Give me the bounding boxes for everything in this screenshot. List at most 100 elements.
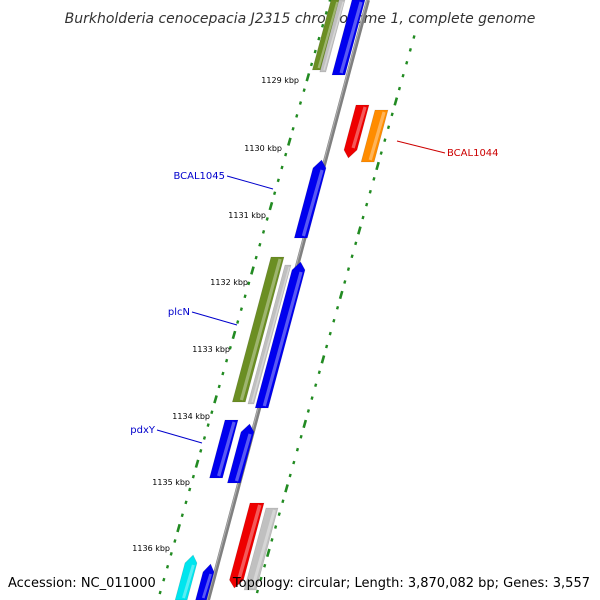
gene-gray-plcn-shading xyxy=(251,266,290,403)
label-leader-bcal1045 xyxy=(226,175,274,190)
outer-major-tick xyxy=(250,266,255,275)
outer-minor-tick xyxy=(324,11,328,15)
gene-orange-bcal1044-shading xyxy=(368,111,386,161)
kbp-label-1131: 1131 kbp xyxy=(228,211,266,220)
outer-minor-tick xyxy=(298,101,303,105)
outer-minor-tick xyxy=(202,436,207,440)
inner-minor-tick xyxy=(270,538,274,542)
outer-minor-tick xyxy=(199,448,203,453)
gene-gray-top xyxy=(319,0,346,73)
outer-minor-tick xyxy=(210,410,214,415)
label-leader-bcal1044 xyxy=(396,140,446,154)
outer-minor-tick xyxy=(221,371,225,376)
inner-minor-tick xyxy=(328,331,332,336)
topology-text: Topology: circular; Length: 3,870,082 bp… xyxy=(232,576,590,591)
gene-olive-plcn xyxy=(231,256,285,403)
inner-major-tick xyxy=(302,419,308,429)
map-title: Burkholderia cenocepacia J2315 chromosom… xyxy=(65,11,536,27)
outer-minor-tick xyxy=(165,564,170,569)
gene-cyan-bottom xyxy=(174,554,198,600)
kbp-label-1132: 1132 kbp xyxy=(210,278,248,287)
outer-minor-tick xyxy=(173,539,177,543)
inner-minor-tick xyxy=(386,125,391,130)
gene-red-lower-shading xyxy=(237,504,262,579)
gene-blue-bottom xyxy=(195,563,215,600)
outer-minor-tick xyxy=(280,165,284,170)
gene-red-lower xyxy=(229,502,265,589)
outer-minor-tick xyxy=(291,126,295,131)
outer-minor-tick xyxy=(162,577,166,582)
inner-minor-tick xyxy=(299,434,303,439)
kbp-labels: 1129 kbp 1130 kbp 1131 kbp 1132 kbp 1133… xyxy=(132,76,299,553)
outer-minor-tick xyxy=(258,242,262,247)
inner-minor-tick xyxy=(292,460,296,465)
gene-gray-lower xyxy=(243,507,279,591)
gene-blue-bcal1045 xyxy=(293,159,327,239)
inner-minor-tick xyxy=(277,512,281,517)
outer-minor-tick xyxy=(295,114,299,118)
inner-minor-tick xyxy=(281,499,285,504)
gene-blue-bcal1045-shading xyxy=(301,169,324,237)
inner-minor-tick xyxy=(350,254,354,259)
kbp-label-1133: 1133 kbp xyxy=(192,345,230,354)
inner-minor-tick xyxy=(295,447,300,452)
outer-minor-tick xyxy=(188,487,192,492)
inner-minor-tick xyxy=(408,48,412,52)
inner-minor-tick xyxy=(288,473,292,478)
inner-minor-tick xyxy=(390,112,394,117)
gene-label-bcal1044: BCAL1044 xyxy=(447,148,499,159)
gene-label-pdxy: pdxY xyxy=(130,425,156,436)
outer-minor-tick xyxy=(247,281,251,286)
kbp-label-1129: 1129 kbp xyxy=(261,76,299,85)
inner-minor-tick xyxy=(332,318,336,323)
outer-minor-tick xyxy=(273,191,277,196)
gene-red-bcal1044-neighbor-shading xyxy=(351,106,367,149)
inner-major-tick xyxy=(338,290,344,300)
outer-minor-tick xyxy=(276,178,280,183)
outer-minor-tick xyxy=(321,23,325,28)
outer-minor-tick xyxy=(206,423,210,427)
gene-gray-lower-shading xyxy=(251,509,276,589)
forward-strand-tick-track xyxy=(158,0,332,595)
inner-minor-tick xyxy=(335,305,340,310)
outer-minor-tick xyxy=(317,36,321,41)
inner-minor-tick xyxy=(372,176,376,181)
outer-major-tick xyxy=(268,201,274,211)
outer-minor-tick xyxy=(265,217,269,221)
inner-major-tick xyxy=(320,355,326,364)
outer-minor-tick xyxy=(261,229,266,234)
outer-minor-tick xyxy=(243,294,247,299)
inner-major-tick xyxy=(284,484,289,493)
inner-minor-tick xyxy=(255,589,259,594)
inner-minor-tick xyxy=(401,73,405,78)
gene-orange-bcal1044 xyxy=(360,109,389,163)
outer-minor-tick xyxy=(309,62,314,67)
gene-blue-pdxy-1-shading xyxy=(217,421,236,477)
gene-label-plcn: plcN xyxy=(168,307,190,318)
inner-minor-tick xyxy=(306,409,310,413)
accession-text: Accession: NC_011000 xyxy=(8,576,156,591)
outer-minor-tick xyxy=(169,552,173,556)
inner-minor-tick xyxy=(274,525,278,529)
inner-major-tick xyxy=(393,97,399,106)
label-leader-plcn xyxy=(191,311,238,326)
outer-minor-tick xyxy=(228,345,232,350)
gene-labels: BCAL1045 plcN pdxY BCAL1044 xyxy=(130,140,499,444)
gene-gray-plcn xyxy=(247,264,292,405)
reverse-strand-tick-track xyxy=(255,35,416,594)
gene-gray-top-shading xyxy=(323,1,344,71)
outer-minor-tick xyxy=(284,152,288,157)
inner-minor-tick xyxy=(354,241,358,246)
outer-minor-tick xyxy=(328,0,332,2)
inner-minor-tick xyxy=(317,370,321,375)
gene-cyan-bottom-shading xyxy=(182,564,195,599)
inner-minor-tick xyxy=(310,396,314,400)
gene-olive-plcn-shading xyxy=(239,258,282,401)
outer-minor-tick xyxy=(180,513,184,518)
outer-minor-tick xyxy=(158,590,162,595)
gene-blue-pdxy-2-shading xyxy=(234,433,252,482)
gene-olive-top-shading xyxy=(317,1,339,69)
outer-major-tick xyxy=(287,137,292,146)
outer-major-tick xyxy=(194,459,200,468)
